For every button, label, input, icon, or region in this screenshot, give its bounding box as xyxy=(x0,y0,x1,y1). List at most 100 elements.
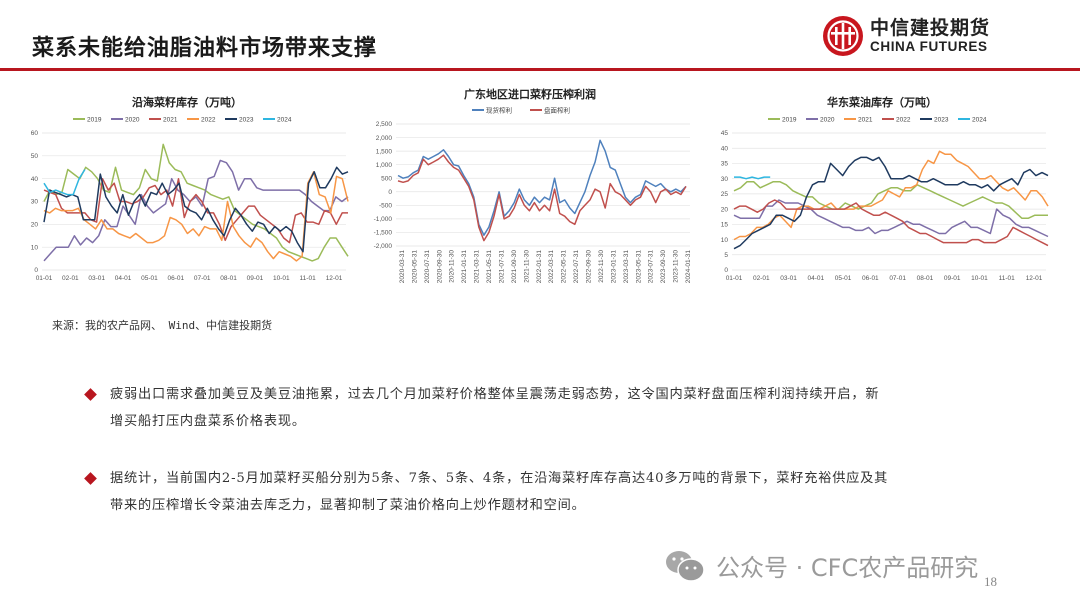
x-tick-label: 2024-01-31 xyxy=(685,250,692,284)
legend-label: 2019 xyxy=(87,116,102,123)
y-tick-label: 40 xyxy=(31,176,39,183)
chart-title: 广东地区进口菜籽压榨利润 xyxy=(464,88,596,101)
x-tick-label: 2020-11-30 xyxy=(449,250,456,283)
x-tick-label: 04-01 xyxy=(115,275,132,282)
x-tick-label: 05-01 xyxy=(141,275,158,282)
x-tick-label: 08-01 xyxy=(917,275,934,282)
y-tick-label: 1,500 xyxy=(376,148,393,155)
x-tick-label: 2023-07-31 xyxy=(648,250,655,284)
source-note: 来源：我的农产品网、 Wind、中信建投期货 xyxy=(52,319,273,332)
legend-label: 2023 xyxy=(239,116,254,123)
y-tick-label: 10 xyxy=(721,237,729,244)
legend-label: 2019 xyxy=(782,116,797,123)
y-tick-label: 500 xyxy=(381,175,392,182)
company-logo: 中信建投期货 CHINA FUTURES xyxy=(822,15,990,57)
chart-title: 华东菜油库存（万吨） xyxy=(827,96,937,109)
bullet-point: 疲弱出口需求叠加美豆及美豆油拖累，过去几个月加菜籽价格整体呈震荡走弱态势，这令国… xyxy=(84,381,986,435)
x-tick-label: 10-01 xyxy=(971,275,988,282)
bullet-line: 增买船打压内盘菜系价格表现。 xyxy=(110,414,306,429)
series-line-现货榨利 xyxy=(397,139,687,236)
legend-label: 2020 xyxy=(125,116,140,123)
x-tick-label: 02-01 xyxy=(753,275,770,282)
chart-east-china-rapeseed-oil-inventory: 华东菜油库存（万吨） 0 5 10 15 20 25 30 35 40 45 01-01 02-01 0… xyxy=(712,88,1052,288)
wechat-icon xyxy=(666,550,705,582)
y-tick-label: 5 xyxy=(724,252,728,259)
x-tick-label: 02-01 xyxy=(62,275,79,282)
x-tick-label: 2023-05-31 xyxy=(635,250,642,284)
x-tick-label: 2021-05-31 xyxy=(486,250,493,284)
series-line-2024 xyxy=(43,169,86,196)
y-tick-label: 15 xyxy=(721,222,729,229)
y-tick-label: 20 xyxy=(721,206,729,213)
x-tick-label: 2020-05-31 xyxy=(411,250,418,284)
legend-label: 现货榨利 xyxy=(486,105,512,114)
series-line-2022 xyxy=(733,199,1049,247)
x-tick-label: 2021-01-31 xyxy=(461,250,468,284)
x-tick-label: 01-01 xyxy=(36,275,53,282)
y-tick-label: 60 xyxy=(31,130,39,137)
legend-label: 2020 xyxy=(820,116,835,123)
legend-label: 2024 xyxy=(972,116,987,123)
y-tick-label: -1,500 xyxy=(374,230,393,237)
chart-title: 沿海菜籽库存（万吨） xyxy=(132,96,242,109)
y-tick-label: 0 xyxy=(388,189,392,196)
logo-name-cn: 中信建投期货 xyxy=(870,17,991,39)
x-tick-label: 2023-09-30 xyxy=(660,250,667,284)
y-tick-label: -1,000 xyxy=(374,216,393,223)
y-tick-label: 30 xyxy=(721,176,729,183)
x-tick-label: 11-01 xyxy=(999,275,1016,282)
x-tick-label: 05-01 xyxy=(835,275,852,282)
y-tick-label: -500 xyxy=(379,203,392,210)
x-tick-label: 08-01 xyxy=(220,275,237,282)
y-tick-label: 25 xyxy=(721,191,729,198)
x-tick-label: 2021-11-30 xyxy=(523,250,530,283)
chart-plot: 0 5 10 15 20 25 30 35 40 45 01-01 02-01 03-01 04-01 05… xyxy=(721,116,1049,282)
bullet-line: 疲弱出口需求叠加美豆及美豆油拖累，过去几个月加菜籽价格整体呈震荡走弱态势，这令国… xyxy=(110,387,880,402)
x-tick-label: 2022-05-31 xyxy=(561,250,568,284)
x-tick-label: 03-01 xyxy=(780,275,797,282)
y-tick-label: 2,000 xyxy=(376,135,393,142)
page-number: 18 xyxy=(984,574,997,589)
y-tick-label: 0 xyxy=(34,267,38,274)
legend-label: 2024 xyxy=(277,116,292,123)
series-line-2021 xyxy=(733,150,1049,241)
x-tick-label: 2021-09-30 xyxy=(511,250,518,284)
x-tick-label: 10-01 xyxy=(273,275,290,282)
x-tick-label: 11-01 xyxy=(300,275,317,282)
x-tick-label: 2022-07-31 xyxy=(573,250,580,284)
citic-logo-icon xyxy=(823,16,863,56)
slide-title: 菜系未能给油脂油料市场带来支撑 xyxy=(32,35,378,61)
y-tick-label: 30 xyxy=(31,199,39,206)
x-tick-label: 12-01 xyxy=(1026,275,1043,282)
x-tick-label: 2021-07-31 xyxy=(498,250,505,284)
series-line-2024 xyxy=(734,176,771,180)
y-tick-label: 20 xyxy=(31,222,39,229)
x-tick-label: 03-01 xyxy=(88,275,105,282)
series-line-2021 xyxy=(43,177,348,244)
x-tick-label: 04-01 xyxy=(808,275,825,282)
x-tick-label: 2022-03-31 xyxy=(548,250,555,284)
x-tick-label: 2023-03-31 xyxy=(623,250,630,284)
y-tick-label: 50 xyxy=(31,153,39,160)
x-tick-label: 2021-03-31 xyxy=(474,250,481,284)
legend-label: 2021 xyxy=(163,116,178,123)
legend-label: 2022 xyxy=(201,116,216,123)
series-line-2023 xyxy=(733,156,1049,250)
y-tick-label: 45 xyxy=(721,130,729,137)
y-tick-label: 10 xyxy=(31,244,39,251)
legend-label: 2023 xyxy=(934,116,949,123)
x-tick-label: 2022-11-30 xyxy=(598,250,605,283)
chart-coastal-rapeseed-inventory: 沿海菜籽库存（万吨） 0 10 20 30 40 50 60 01-01 02-01 03-01 0… xyxy=(22,88,352,288)
logo-name-en: CHINA FUTURES xyxy=(870,39,988,54)
bullet-point: 据统计，当前国内2-5月加菜籽买船分别为5条、7条、5条、4条，在沿海菜籽库存高… xyxy=(84,465,986,519)
diamond-bullet-icon xyxy=(84,472,97,485)
series-line-2020 xyxy=(733,199,1049,238)
series-line-盘面榨利 xyxy=(397,154,687,242)
x-tick-label: 2020-07-31 xyxy=(424,250,431,284)
y-tick-label: 1,000 xyxy=(376,162,393,169)
watermark-text: 公众号 · CFC农产品研究 xyxy=(716,554,979,582)
legend-label: 2022 xyxy=(896,116,911,123)
x-tick-label: 2022-01-31 xyxy=(536,250,543,284)
series-line-2019 xyxy=(43,143,349,262)
chart-guangdong-crush-margin: 广东地区进口菜籽压榨利润 -2,000 -1,500 -1,000 -500 0 500 1… xyxy=(360,82,700,304)
